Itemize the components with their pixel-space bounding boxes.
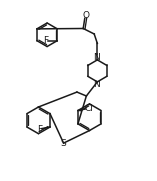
Text: Cl: Cl xyxy=(85,104,94,113)
Text: N: N xyxy=(93,80,100,89)
Text: F: F xyxy=(37,125,42,134)
Text: N: N xyxy=(93,52,100,62)
Text: O: O xyxy=(82,11,89,20)
Text: F: F xyxy=(43,36,48,45)
Text: S: S xyxy=(61,139,66,148)
